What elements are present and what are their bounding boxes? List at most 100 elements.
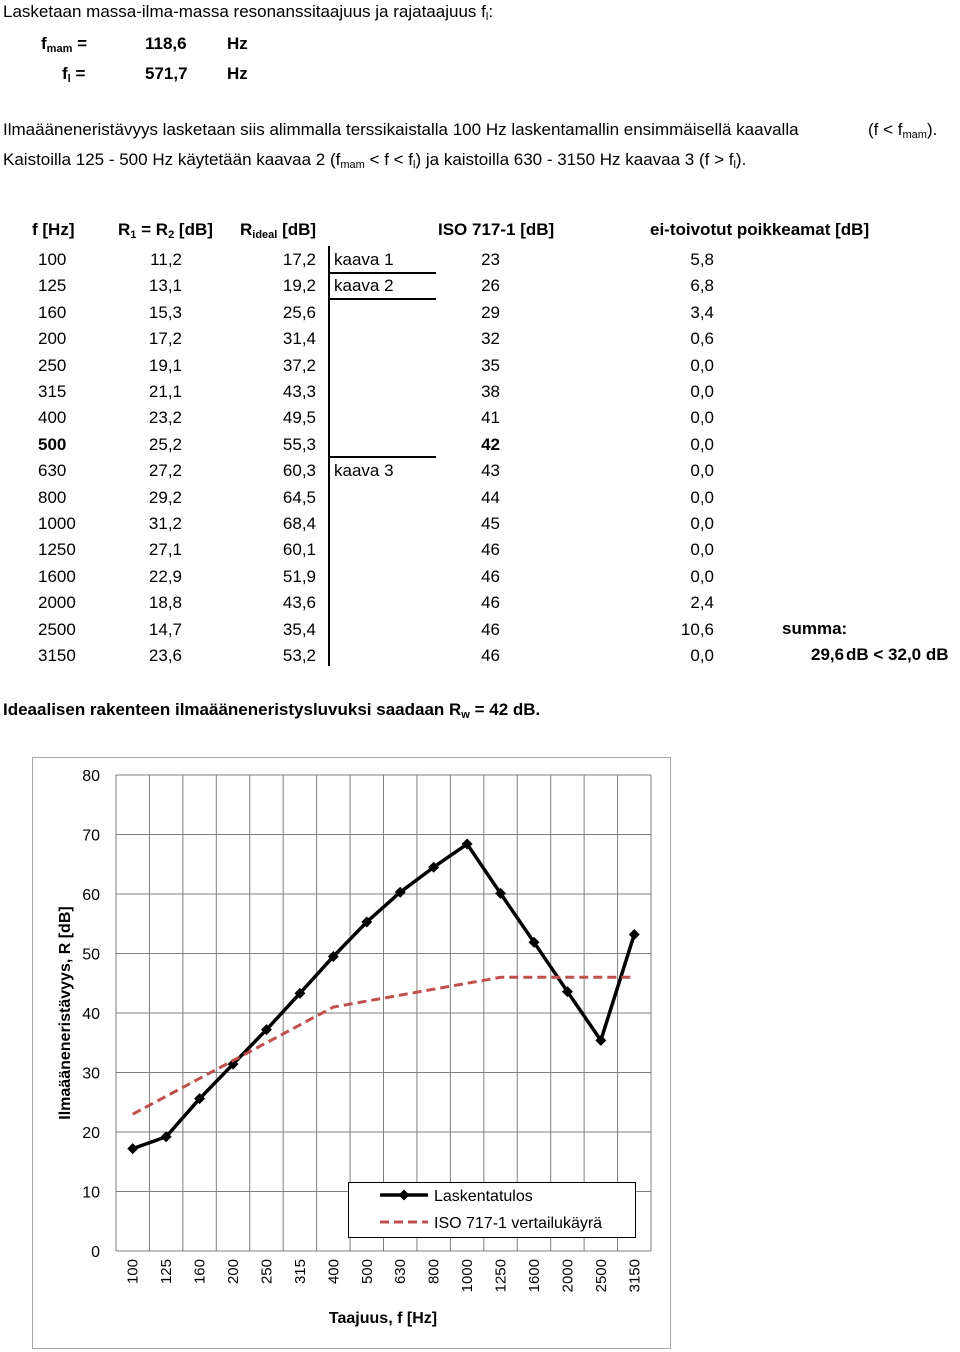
line1-tail-sub: mam xyxy=(902,129,927,141)
legend-box xyxy=(348,1182,636,1238)
cell-ri: 64,5 xyxy=(282,487,316,507)
intro-heading: Lasketaan massa-ilma-massa resonanssitaa… xyxy=(3,2,494,23)
series-line-laskentatulos xyxy=(132,842,636,1151)
x-tick-label: 500 xyxy=(359,1259,376,1284)
cell-ri: 35,4 xyxy=(282,619,316,639)
table-row: 2500 14,7 35,4 46 10,6 xyxy=(0,617,960,643)
cell-iso: 32 xyxy=(481,329,500,349)
line2-sub1: mam xyxy=(340,159,365,171)
x-axis-label: Taajuus, f [Hz] xyxy=(329,1310,437,1327)
cell-r: 27,2 xyxy=(148,461,182,481)
x-tick-label: 400 xyxy=(325,1259,342,1284)
data-point xyxy=(495,887,507,899)
intro-heading-text: Lasketaan massa-ilma-massa resonanssitaa… xyxy=(3,2,486,21)
cell-dev: 0,0 xyxy=(690,355,714,375)
data-point xyxy=(461,838,473,850)
y-tick-label: 30 xyxy=(82,1066,100,1083)
x-tick-label: 1250 xyxy=(493,1259,510,1292)
cell-dev: 0,6 xyxy=(690,329,714,349)
fmam-unit: Hz xyxy=(227,34,248,53)
table-row: 3150 23,6 53,2 46 0,0 xyxy=(0,643,960,669)
line2-sub2: l xyxy=(413,159,416,171)
x-tick-label: 1000 xyxy=(459,1259,476,1292)
cell-r: 14,7 xyxy=(148,619,182,639)
paragraph-line1: Ilmaääneneristävyys lasketaan siis alimm… xyxy=(3,120,799,139)
cell-f: 160 xyxy=(38,302,67,322)
cell-r: 17,2 xyxy=(148,329,182,349)
cell-dev: 0,0 xyxy=(690,566,714,586)
cell-r: 25,2 xyxy=(148,434,182,454)
cell-f: 125 xyxy=(38,276,67,296)
cell-f: 1000 xyxy=(38,514,76,533)
x-tick-label: 125 xyxy=(158,1259,175,1284)
x-tick-label: 2000 xyxy=(559,1259,576,1292)
cell-ri: 55,3 xyxy=(282,434,316,454)
cell-iso: 42 xyxy=(481,434,500,454)
cell-f: 2500 xyxy=(38,619,76,639)
cell-iso: 46 xyxy=(481,646,500,665)
x-tick-label: 160 xyxy=(192,1259,209,1284)
cell-dev: 0,0 xyxy=(690,382,714,401)
table-row: 200 17,2 31,4 32 0,6 xyxy=(0,326,960,352)
cell-r: 19,1 xyxy=(148,355,182,375)
data-point xyxy=(528,936,540,948)
header-ri-a: R xyxy=(240,220,253,239)
cell-f: 800 xyxy=(38,487,67,507)
cell-dev: 0,0 xyxy=(690,514,714,533)
conclusion-a: Ideaalisen rakenteen ilmaääneneristysluv… xyxy=(3,700,462,719)
cell-dev: 10,6 xyxy=(680,619,714,639)
cell-f: 250 xyxy=(38,355,67,375)
cell-ri: 60,1 xyxy=(282,540,316,560)
y-tick-label: 0 xyxy=(91,1244,100,1261)
cell-dev: 2,4 xyxy=(690,593,714,613)
fl-sub: l xyxy=(67,73,71,85)
fl-unit: Hz xyxy=(227,64,248,83)
intro-heading-tail: : xyxy=(488,2,494,21)
header-rideal: Rideal [dB] xyxy=(240,220,317,241)
data-point xyxy=(294,987,306,999)
summa-compare: dB < 32,0 dB xyxy=(846,645,949,664)
cell-ri: 19,2 xyxy=(282,276,316,296)
cell-r: 27,1 xyxy=(148,540,182,560)
cell-f: 400 xyxy=(38,408,67,428)
cell-dev: 0,0 xyxy=(690,487,714,507)
table-row: 630 27,2 60,3 kaava 3 43 0,0 xyxy=(0,458,960,484)
header-ri-sub: ideal xyxy=(252,229,278,241)
cell-f: 1250 xyxy=(38,540,76,560)
fl-eq: = xyxy=(75,64,86,83)
cell-kaava: kaava 1 xyxy=(334,250,394,269)
cell-iso: 35 xyxy=(481,355,500,375)
table-row: 2000 18,8 43,6 46 2,4 xyxy=(0,590,960,616)
cell-f: 100 xyxy=(38,250,67,269)
cell-r: 11,2 xyxy=(150,250,182,269)
cell-f: 3150 xyxy=(38,646,76,665)
fl-f: f xyxy=(62,64,68,83)
x-tick-label: 630 xyxy=(392,1259,409,1284)
cell-iso: 26 xyxy=(481,276,500,296)
fmam-sub: mam xyxy=(46,43,73,55)
table-row: 1000 31,2 68,4 45 0,0 xyxy=(0,511,960,537)
header-f: f [Hz] xyxy=(32,220,75,239)
cell-iso: 41 xyxy=(481,408,500,428)
header-dev: ei-toivotut poikkeamat [dB] xyxy=(650,220,870,239)
cell-f: 315 xyxy=(38,382,67,401)
header-ri-b: [dB] xyxy=(277,220,317,239)
y-tick-label: 60 xyxy=(82,887,100,904)
header-iso: ISO 717-1 [dB] xyxy=(438,220,555,239)
x-tick-label: 250 xyxy=(258,1259,275,1284)
cell-dev: 5,8 xyxy=(690,250,714,269)
table-row: 800 29,2 64,5 44 0,0 xyxy=(0,485,960,511)
cell-kaava: kaava 3 xyxy=(334,461,394,481)
table-row: 250 19,1 37,2 35 0,0 xyxy=(0,353,960,379)
cell-iso: 43 xyxy=(481,461,500,481)
cell-iso: 46 xyxy=(481,593,500,613)
cell-ri: 51,9 xyxy=(282,566,316,586)
data-point xyxy=(628,928,640,940)
line1-tail-b: ). xyxy=(926,120,938,139)
paragraph-line1-tail: (f < fmam). xyxy=(868,120,938,141)
header-r: R1 = R2 [dB] xyxy=(118,220,213,241)
fmam-f: f xyxy=(41,34,47,53)
x-tick-label: 800 xyxy=(426,1259,443,1284)
fmam-label: fmam = xyxy=(41,34,87,55)
legend-label-laskentatulos: Laskentatulos xyxy=(434,1188,533,1205)
